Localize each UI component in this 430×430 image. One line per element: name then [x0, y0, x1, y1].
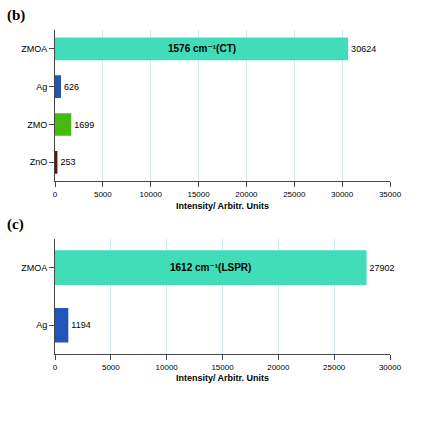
svg-text:253: 253 [60, 157, 75, 167]
svg-text:Intensity/ Arbitr. Units: Intensity/ Arbitr. Units [176, 373, 269, 383]
svg-text:1699: 1699 [74, 120, 94, 130]
svg-text:25000: 25000 [283, 190, 306, 199]
svg-text:(b): (b) [7, 7, 25, 24]
svg-text:Intensity/ Arbitr. Units: Intensity/ Arbitr. Units [176, 201, 269, 211]
svg-text:27902: 27902 [370, 263, 395, 273]
svg-text:0: 0 [53, 363, 58, 372]
svg-text:10000: 10000 [156, 363, 179, 372]
svg-text:20000: 20000 [235, 190, 258, 199]
svg-text:5000: 5000 [102, 363, 120, 372]
svg-text:25000: 25000 [323, 363, 346, 372]
svg-text:30000: 30000 [331, 190, 354, 199]
svg-text:ZMO: ZMO [27, 120, 47, 130]
svg-text:15000: 15000 [211, 363, 234, 372]
svg-text:(c): (c) [7, 216, 24, 233]
svg-text:ZMOA: ZMOA [21, 44, 47, 54]
svg-text:626: 626 [64, 82, 79, 92]
svg-text:20000: 20000 [267, 363, 290, 372]
svg-text:Ag: Ag [36, 82, 47, 92]
svg-text:30624: 30624 [351, 44, 376, 54]
svg-text:1576 cm⁻¹(CT): 1576 cm⁻¹(CT) [168, 43, 236, 54]
svg-text:5000: 5000 [94, 190, 112, 199]
svg-text:1612 cm⁻¹(LSPR): 1612 cm⁻¹(LSPR) [170, 262, 251, 273]
svg-text:15000: 15000 [187, 190, 210, 199]
svg-text:ZnO: ZnO [30, 157, 48, 167]
svg-text:1194: 1194 [71, 320, 90, 330]
svg-text:0: 0 [53, 190, 58, 199]
svg-text:35000: 35000 [379, 190, 402, 199]
svg-text:30000: 30000 [379, 363, 402, 372]
svg-text:Ag: Ag [36, 320, 47, 330]
svg-text:ZMOA: ZMOA [21, 263, 47, 273]
svg-text:10000: 10000 [140, 190, 163, 199]
